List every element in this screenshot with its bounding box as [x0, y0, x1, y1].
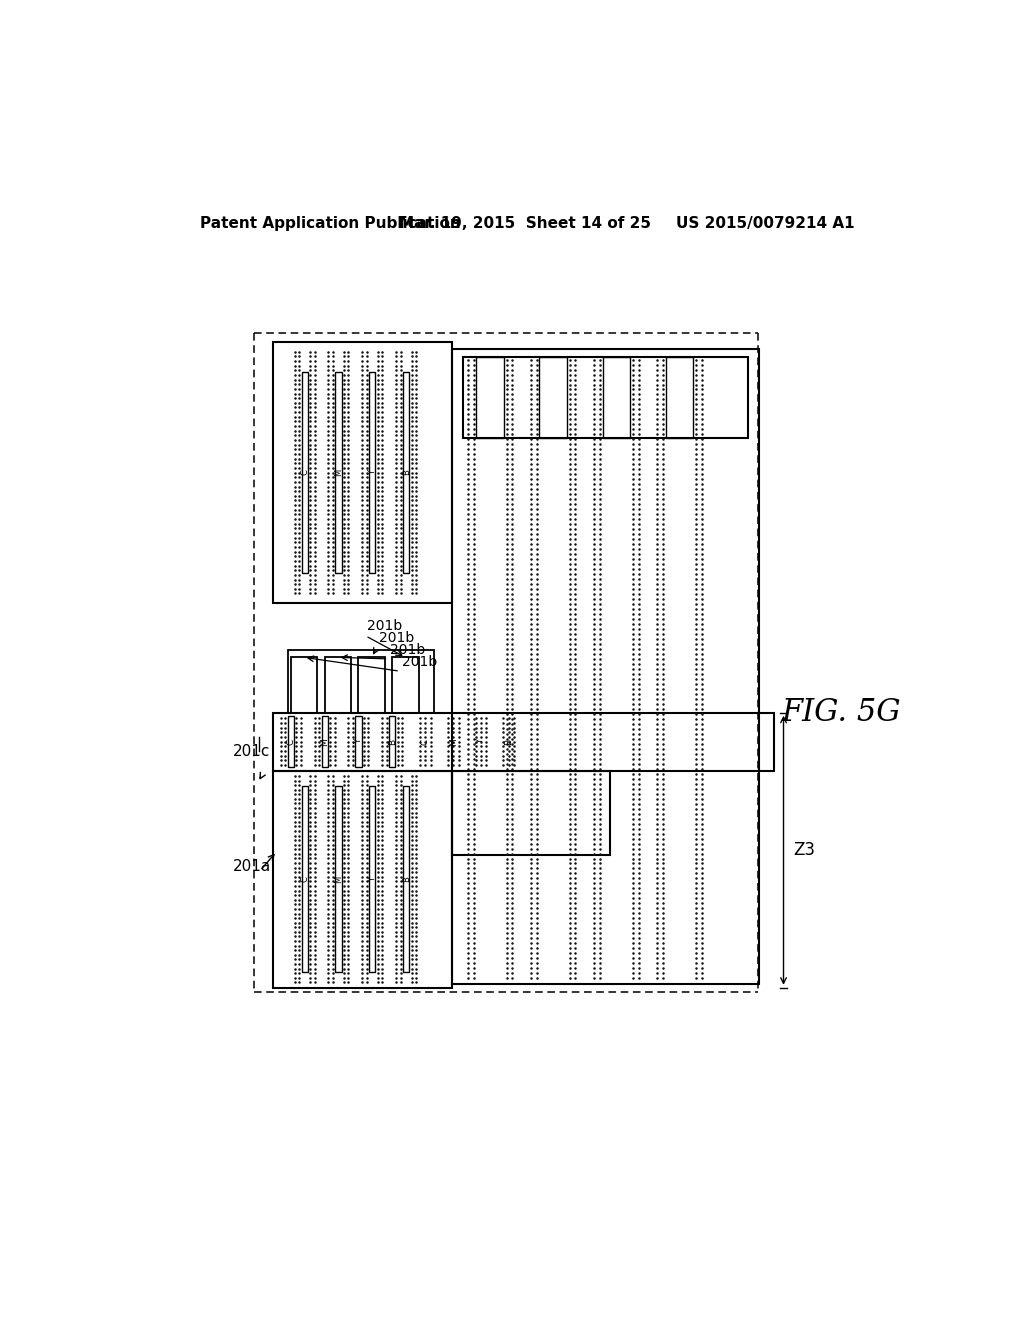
Bar	[389, 715, 395, 767]
Bar	[453, 348, 759, 983]
Bar	[403, 372, 410, 573]
Bar	[273, 342, 452, 603]
Bar	[370, 785, 376, 973]
Text: Mar. 19, 2015  Sheet 14 of 25: Mar. 19, 2015 Sheet 14 of 25	[398, 216, 651, 231]
Bar	[288, 715, 294, 767]
Text: M: M	[449, 738, 458, 746]
Bar	[476, 358, 504, 438]
Text: Y: Y	[354, 739, 362, 744]
Text: 201b: 201b	[401, 655, 437, 669]
Bar	[392, 657, 419, 713]
Text: C: C	[300, 876, 309, 882]
Text: Y: Y	[368, 470, 377, 475]
Text: C: C	[421, 739, 430, 744]
Text: Patent Application Publication: Patent Application Publication	[200, 216, 461, 231]
Text: Y: Y	[476, 739, 485, 744]
Text: M: M	[321, 738, 329, 746]
Bar	[288, 649, 434, 713]
Text: Y: Y	[368, 876, 377, 882]
Text: US 2015/0079214 A1: US 2015/0079214 A1	[676, 216, 854, 231]
Bar	[291, 657, 316, 713]
Bar	[403, 785, 410, 973]
Text: Z3: Z3	[793, 841, 815, 859]
Text: 201b: 201b	[379, 631, 414, 645]
Text: M: M	[334, 875, 343, 883]
Text: 201c: 201c	[233, 743, 270, 759]
Bar	[358, 657, 385, 713]
Bar	[463, 358, 749, 438]
Bar	[453, 771, 610, 855]
Bar	[540, 358, 567, 438]
Bar	[336, 372, 342, 573]
Text: 201b: 201b	[390, 643, 425, 656]
Text: B: B	[401, 876, 411, 882]
Text: C: C	[300, 470, 309, 475]
Text: 201b: 201b	[367, 619, 402, 634]
Bar	[322, 715, 328, 767]
Bar	[666, 358, 693, 438]
Text: M: M	[334, 469, 343, 477]
Bar	[301, 372, 307, 573]
Bar	[301, 785, 307, 973]
Text: B: B	[401, 470, 411, 475]
Text: C: C	[287, 739, 295, 744]
Bar	[370, 372, 376, 573]
Bar	[325, 657, 351, 713]
Bar	[336, 785, 342, 973]
Bar	[273, 713, 773, 771]
Bar	[273, 771, 452, 987]
Text: B: B	[388, 739, 397, 744]
Text: B: B	[504, 739, 513, 744]
Text: FIG. 5G: FIG. 5G	[781, 697, 901, 729]
Bar	[602, 358, 631, 438]
Bar	[355, 715, 361, 767]
Text: 201a: 201a	[233, 859, 271, 874]
